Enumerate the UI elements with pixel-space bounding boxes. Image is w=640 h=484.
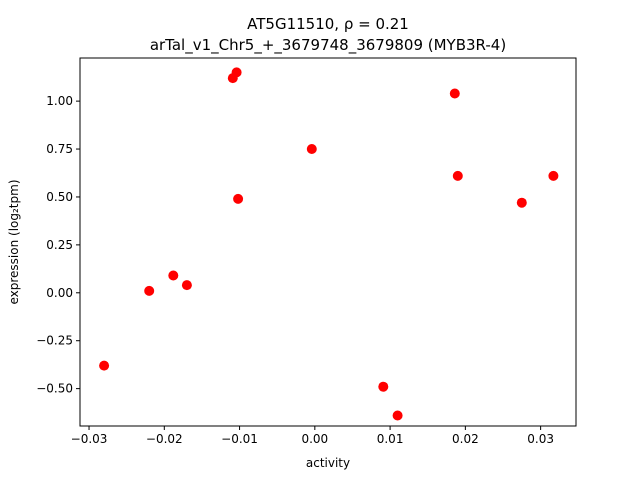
y-tick-label: −0.25 [36,334,73,348]
data-point-4 [181,280,192,291]
y-axis-label: expression (log₂tpm) [7,179,21,304]
x-tick-label: −0.02 [146,432,183,446]
x-tick-label: −0.01 [221,432,258,446]
data-point-10 [392,410,403,421]
data-point-12 [452,170,463,181]
y-tick-label: 1.00 [46,94,73,108]
plot-frame [79,57,577,427]
points-layer [99,67,559,421]
x-tick-label: 0.00 [301,432,328,446]
x-tick-label: 0.03 [527,432,554,446]
y-tick-label: 0.50 [46,190,73,204]
y-axis-ticks: −0.50 −0.25 0.00 0.25 0.50 0.75 1.00 [36,94,80,396]
y-tick-label: 0.25 [46,238,73,252]
y-tick-label: −0.50 [36,382,73,396]
x-axis-ticks: −0.03 −0.02 −0.01 0.00 0.01 0.02 0.03 [71,426,554,446]
y-tick-label: 0.75 [46,142,73,156]
x-tick-label: −0.03 [71,432,108,446]
data-point-13 [516,197,527,208]
x-tick-label: 0.02 [452,432,479,446]
data-point-14 [548,170,559,181]
chart-title-line1: AT5G11510, ρ = 0.21 [247,15,409,33]
data-point-8 [306,144,317,154]
data-point-9 [378,381,389,392]
data-point-2 [144,285,155,296]
chart-title-line2: arTal_v1_Chr5_+_3679748_3679809 (MYB3R-4… [150,36,506,55]
data-point-6 [231,67,242,78]
x-axis-label: activity [306,456,350,470]
y-tick-label: 0.00 [46,286,73,300]
x-tick-label: 0.01 [377,432,404,446]
data-point-7 [233,193,244,204]
data-point-11 [449,88,460,99]
data-point-3 [168,270,179,281]
data-point-1 [99,360,110,371]
